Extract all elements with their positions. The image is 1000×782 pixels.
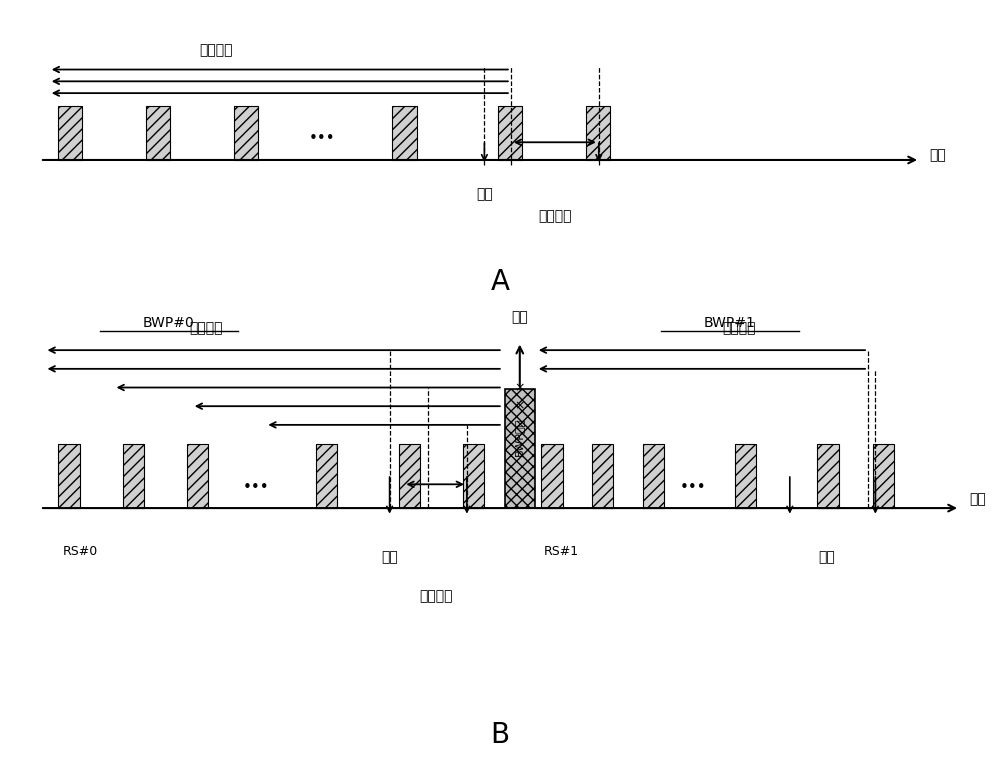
Text: •••: ••• (680, 480, 707, 495)
Text: 通知: 通知 (818, 551, 835, 565)
Text: 时间: 时间 (969, 493, 986, 507)
Text: 评价期间: 评价期间 (199, 43, 233, 57)
Text: 通知间隔: 通知间隔 (538, 209, 572, 223)
Bar (399, 443, 420, 508)
Text: 评价期间: 评价期间 (722, 321, 756, 335)
Text: 通知: 通知 (381, 551, 398, 565)
Bar (735, 443, 756, 508)
Bar (586, 106, 610, 160)
Text: A: A (490, 267, 510, 296)
Bar (146, 106, 170, 160)
Bar (463, 443, 484, 508)
Text: •••: ••• (243, 480, 270, 495)
Bar (873, 443, 894, 508)
Text: BWP#0: BWP#0 (143, 316, 195, 330)
Bar (316, 443, 337, 508)
Text: 丢弃: 丢弃 (511, 310, 528, 325)
Bar (58, 106, 82, 160)
Bar (505, 389, 535, 508)
Bar (392, 106, 417, 160)
Text: 评价期间: 评价期间 (189, 321, 222, 335)
Text: 通知间隔: 通知间隔 (419, 590, 452, 604)
Bar (817, 443, 839, 508)
Bar (234, 106, 258, 160)
Text: RS#0: RS#0 (63, 545, 98, 558)
Bar (58, 443, 80, 508)
Bar (123, 443, 144, 508)
Text: ×: × (515, 400, 525, 413)
Bar (592, 443, 613, 508)
Bar (541, 443, 563, 508)
Text: 通知: 通知 (476, 188, 493, 202)
Text: 时间: 时间 (929, 148, 946, 162)
Text: RS#1: RS#1 (544, 545, 579, 558)
Text: BWP切换: BWP切换 (514, 418, 524, 456)
Text: BWP#1: BWP#1 (704, 316, 756, 330)
Text: ×: × (515, 381, 525, 394)
Text: B: B (490, 721, 510, 749)
Text: ×: × (515, 418, 525, 432)
Bar (498, 106, 522, 160)
Bar (643, 443, 664, 508)
Text: •••: ••• (308, 131, 335, 146)
Bar (187, 443, 208, 508)
